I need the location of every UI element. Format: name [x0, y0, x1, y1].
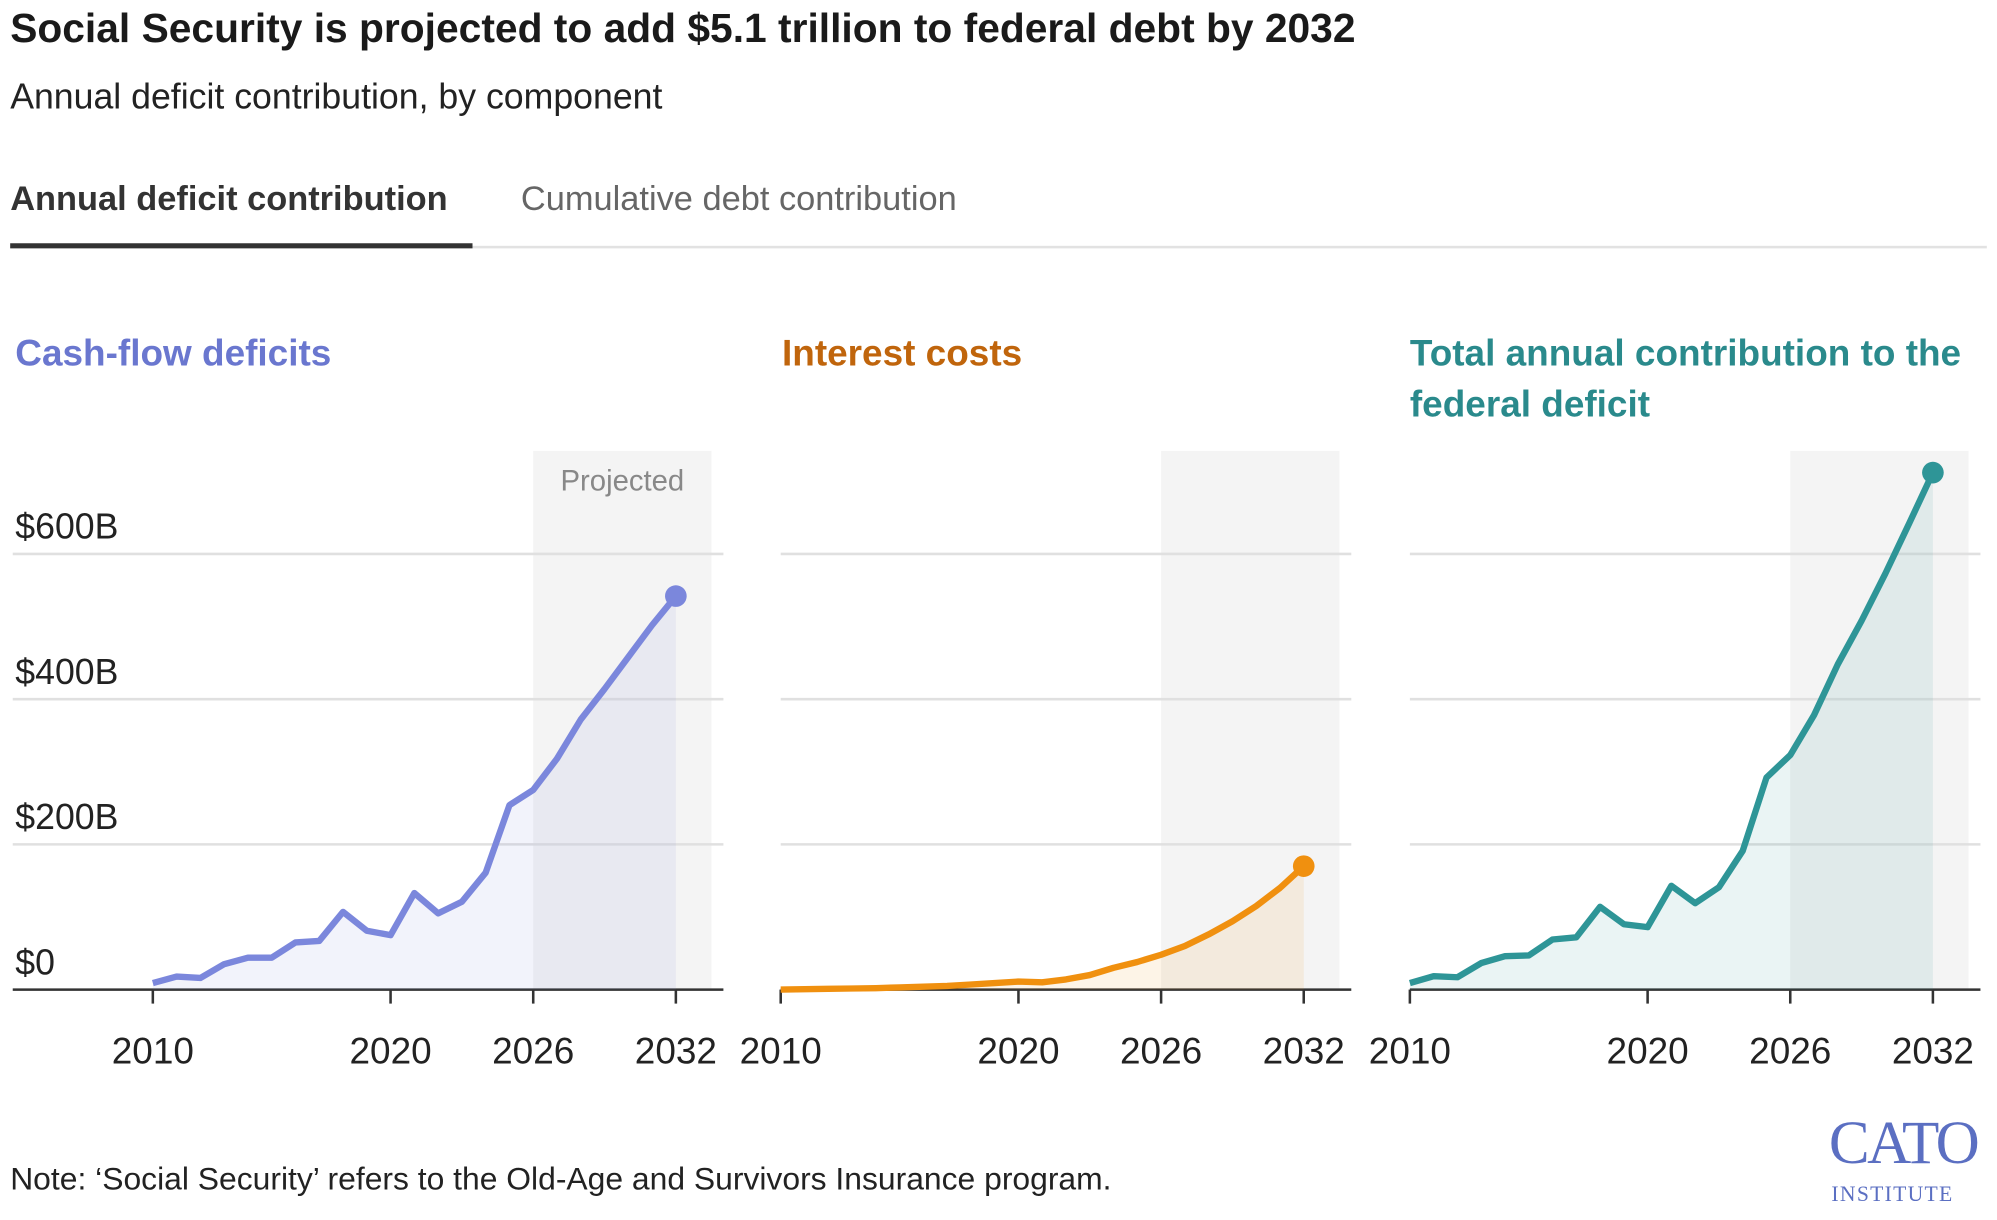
x-tick-label: 2032	[1263, 1030, 1345, 1071]
end-dot	[665, 585, 687, 607]
tab[interactable]: Cumulative debt contribution	[520, 179, 957, 218]
panel-title: Cash-flow deficits	[15, 333, 332, 375]
x-tick-label: 2026	[1120, 1030, 1202, 1071]
line	[780, 863, 1306, 993]
area	[780, 866, 1304, 990]
panel-title: Interest costs	[781, 333, 1023, 375]
area	[1409, 472, 1933, 990]
y-tick-label: $0	[15, 942, 55, 982]
end-dot	[1292, 855, 1315, 877]
x-tick-label: 2032	[1892, 1030, 1974, 1071]
tab-divider	[10, 245, 1987, 249]
y-tick-label: $200B	[15, 797, 118, 837]
x-tick-label: 2020	[977, 1030, 1059, 1071]
logo-sub: INSTITUTE	[1831, 1181, 1954, 1207]
note: Note: ‘Social Security’ refers to the Ol…	[10, 1161, 1112, 1198]
projected-shade	[1790, 450, 1969, 990]
projected-shade	[533, 450, 712, 990]
area	[152, 596, 676, 990]
x-tick-label: 2010	[112, 1030, 194, 1071]
panel-title: Total annual contribution to the federal…	[1409, 333, 1962, 426]
chart-subtitle: Annual deficit contribution, by componen…	[10, 76, 663, 116]
line	[1408, 471, 1936, 987]
logo: CATO	[1828, 1109, 1980, 1177]
chart-title: Social Security is projected to add $5.1…	[10, 5, 1356, 51]
x-tick-label: 2020	[350, 1030, 432, 1071]
x-tick-label: 2026	[492, 1030, 574, 1071]
line	[151, 594, 679, 987]
tab[interactable]: Annual deficit contribution	[10, 179, 448, 218]
x-tick-label: 2020	[1607, 1030, 1689, 1071]
y-tick-label: $400B	[15, 652, 118, 692]
projected-label: Projected	[561, 464, 685, 497]
x-tick-label: 2026	[1749, 1030, 1831, 1071]
projected-shade	[1161, 450, 1340, 990]
end-dot	[1922, 461, 1944, 484]
tab-indicator	[10, 243, 473, 249]
y-tick-label: $600B	[15, 507, 118, 547]
x-tick-label: 2010	[1369, 1030, 1451, 1071]
x-tick-label: 2010	[740, 1030, 822, 1071]
x-tick-label: 2032	[635, 1030, 717, 1071]
